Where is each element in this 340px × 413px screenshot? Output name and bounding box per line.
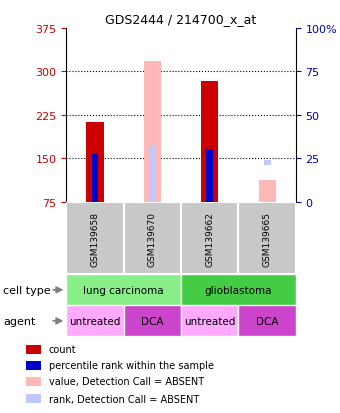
Text: DCA: DCA [256,316,278,326]
Bar [238,202,296,275]
Bar [86,123,104,202]
Text: lung carcinoma: lung carcinoma [83,285,164,295]
Text: GSM139670: GSM139670 [148,211,157,266]
Bar [27,345,41,354]
Text: count: count [49,344,76,355]
Bar [66,306,124,337]
Text: untreated: untreated [69,316,121,326]
Bar [238,306,296,337]
Bar [91,154,99,202]
Bar [124,306,181,337]
Bar [181,306,238,337]
Bar [201,82,218,202]
Text: agent: agent [3,316,36,326]
Text: DCA: DCA [141,316,164,326]
Bar [181,275,296,306]
Text: untreated: untreated [184,316,235,326]
Bar [66,202,124,275]
Bar [258,180,276,202]
Text: rank, Detection Call = ABSENT: rank, Detection Call = ABSENT [49,394,199,404]
Text: percentile rank within the sample: percentile rank within the sample [49,361,214,370]
Bar [66,275,181,306]
Text: GSM139665: GSM139665 [262,211,272,266]
Text: GSM139658: GSM139658 [90,211,100,266]
Bar [181,202,238,275]
Bar [27,361,41,370]
Text: GSM139662: GSM139662 [205,211,214,266]
Text: value, Detection Call = ABSENT: value, Detection Call = ABSENT [49,376,204,387]
Text: cell type: cell type [3,285,51,295]
Bar [264,160,271,166]
Bar [124,202,181,275]
Text: glioblastoma: glioblastoma [205,285,272,295]
Title: GDS2444 / 214700_x_at: GDS2444 / 214700_x_at [105,13,257,26]
Bar [27,394,41,403]
Bar [149,146,156,202]
Bar [144,62,161,202]
Bar [206,149,213,202]
Bar [27,377,41,386]
